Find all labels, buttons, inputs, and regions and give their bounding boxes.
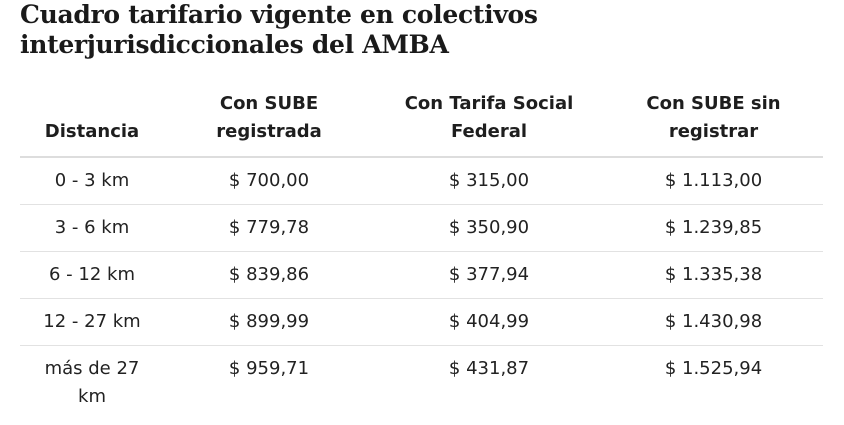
- cell-tarifa-social: $ 377,94: [374, 251, 604, 299]
- cell-distancia: 3 - 6 km: [20, 204, 164, 252]
- title-line-1: Cuadro tarifario vigente en colectivos: [20, 0, 538, 29]
- cell-tarifa-social: $ 404,99: [374, 298, 604, 346]
- fare-table: Distancia Con SUBE registrada Con Tarifa…: [20, 88, 823, 420]
- header-sube-sin-registrar: Con SUBE sin registrar: [604, 88, 823, 158]
- cell-tarifa-social: $ 350,90: [374, 204, 604, 252]
- cell-sube-sin-registrar: $ 1.113,00: [604, 157, 823, 205]
- cell-sube-sin-registrar: $ 1.335,38: [604, 251, 823, 299]
- cell-sube-registrada: $ 779,78: [164, 204, 374, 252]
- cell-distancia: 6 - 12 km: [20, 251, 164, 299]
- table-row: 6 - 12 km $ 839,86 $ 377,94 $ 1.335,38: [20, 251, 823, 299]
- cell-sube-registrada: $ 959,71: [228, 358, 310, 379]
- table-row: 3 - 6 km $ 779,78 $ 350,90 $ 1.239,85: [20, 204, 823, 252]
- cell-sube-sin-registrar: $ 1.525,94: [664, 358, 763, 379]
- table-row: 0 - 3 km $ 700,00 $ 315,00 $ 1.113,00: [20, 157, 823, 205]
- header-distancia: Distancia: [20, 88, 164, 158]
- table-row: más de 27 km $ 959,71 $ 431,87 $ 1.525,9…: [20, 346, 823, 421]
- cell-tarifa-social: $ 431,87: [448, 358, 530, 379]
- cell-tarifa-social: $ 315,00: [374, 157, 604, 205]
- cell-sube-registrada: $ 899,99: [164, 298, 374, 346]
- table-header-row: Distancia Con SUBE registrada Con Tarifa…: [20, 88, 823, 158]
- cell-sube-sin-registrar: $ 1.239,85: [604, 204, 823, 252]
- table-row: 12 - 27 km $ 899,99 $ 404,99 $ 1.430,98: [20, 298, 823, 346]
- cell-sube-registrada: $ 839,86: [164, 251, 374, 299]
- cell-distancia: 0 - 3 km: [20, 157, 164, 205]
- header-tarifa-social: Con Tarifa Social Federal: [374, 88, 604, 158]
- title-line-2: interjurisdiccionales del AMBA: [20, 30, 449, 59]
- cell-sube-sin-registrar: $ 1.430,98: [604, 298, 823, 346]
- header-sube-registrada: Con SUBE registrada: [164, 88, 374, 158]
- page-title: Cuadro tarifario vigente en colectivos i…: [20, 0, 830, 60]
- cell-sube-registrada: $ 700,00: [164, 157, 374, 205]
- cell-distancia: más de 27 km: [44, 358, 140, 407]
- cell-distancia: 12 - 27 km: [20, 298, 164, 346]
